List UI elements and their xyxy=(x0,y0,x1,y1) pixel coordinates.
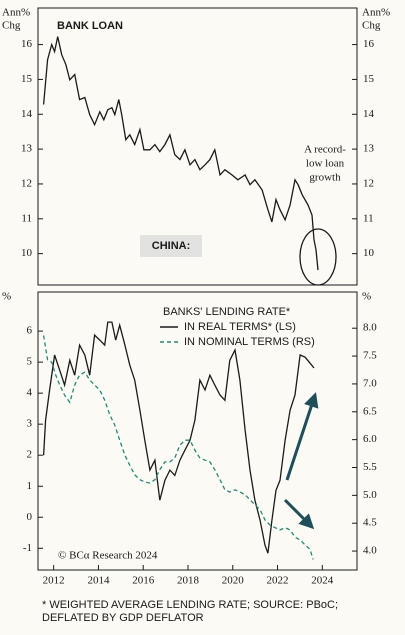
y-tick-label: 2 xyxy=(27,449,33,461)
y2-tick-label: 14 xyxy=(363,108,375,120)
y-tick-label: 4 xyxy=(27,387,33,399)
series-line xyxy=(42,36,319,271)
trend-arrow-up xyxy=(285,392,319,481)
x-tick-label: 2016 xyxy=(132,575,155,587)
plot-frame xyxy=(37,291,358,571)
x-tick-label: 2022 xyxy=(267,575,289,587)
y-tick-label: 10 xyxy=(21,247,33,259)
y-tick-label: 13 xyxy=(21,143,33,155)
y-tick-label: 0 xyxy=(27,511,33,523)
y2-tick-label: 16 xyxy=(363,38,375,50)
y2-axis-label: Ann% xyxy=(362,7,390,19)
legend-title: BANKS' LENDING RATE* xyxy=(163,306,291,318)
annotation: growth xyxy=(309,172,341,184)
y2-tick-label: 12 xyxy=(363,177,374,189)
y-axis-label: Ann% xyxy=(2,7,30,19)
footnote: * WEIGHTED AVERAGE LENDING RATE; SOURCE:… xyxy=(42,599,338,611)
y-tick-label: 16 xyxy=(21,38,33,50)
y-axis-label: Chg xyxy=(2,20,21,32)
series-line xyxy=(42,321,315,554)
y2-tick-label: 15 xyxy=(363,73,375,85)
y-tick-label: 12 xyxy=(21,177,32,189)
x-tick-label: 2024 xyxy=(311,575,334,587)
y-tick-label: 6 xyxy=(27,325,33,337)
y-tick-label: 5 xyxy=(27,356,33,368)
y-tick-label: 14 xyxy=(21,108,33,120)
y2-tick-label: 7.5 xyxy=(363,350,377,362)
y2-axis-label: Chg xyxy=(362,20,381,32)
trend-arrow-down xyxy=(283,498,315,530)
legend-label: IN REAL TERMS* (LS) xyxy=(184,321,296,333)
y-axis-label: % xyxy=(2,291,11,303)
y2-tick-label: 10 xyxy=(363,247,375,259)
annotation: A record- xyxy=(304,144,346,156)
y-tick-label: 1 xyxy=(27,480,33,492)
y2-tick-label: 6.0 xyxy=(363,433,377,445)
y-tick-label: -1 xyxy=(23,542,32,554)
chart-title: BANK LOAN xyxy=(57,20,123,32)
y-tick-label: 3 xyxy=(27,418,33,430)
y2-tick-label: 13 xyxy=(363,143,375,155)
y2-tick-label: 4.5 xyxy=(363,517,377,529)
legend-label: IN NOMINAL TERMS (RS) xyxy=(184,336,315,348)
y-tick-label: 11 xyxy=(21,212,32,224)
footnote: DEFLATED BY GDP DEFLATOR xyxy=(42,612,204,624)
y2-tick-label: 4.0 xyxy=(363,545,377,557)
y2-tick-label: 7.0 xyxy=(363,377,377,389)
y-tick-label: 15 xyxy=(21,73,33,85)
y2-tick-label: 11 xyxy=(363,212,374,224)
credit: © BCα Research 2024 xyxy=(58,550,158,562)
y2-axis-label: % xyxy=(362,291,371,303)
y2-tick-label: 6.5 xyxy=(363,405,377,417)
y2-tick-label: 8.0 xyxy=(363,322,377,334)
x-tick-label: 2018 xyxy=(177,575,200,587)
plot-frame xyxy=(37,7,358,286)
series-line xyxy=(42,335,314,560)
label-box-text: CHINA: xyxy=(152,240,191,252)
x-tick-label: 2012 xyxy=(43,575,65,587)
label-box xyxy=(140,235,202,257)
x-tick-label: 2020 xyxy=(222,575,245,587)
y2-tick-label: 5.5 xyxy=(363,461,377,473)
x-tick-label: 2014 xyxy=(87,575,110,587)
y2-tick-label: 5.0 xyxy=(363,489,377,501)
annotation: low loan xyxy=(306,158,345,170)
